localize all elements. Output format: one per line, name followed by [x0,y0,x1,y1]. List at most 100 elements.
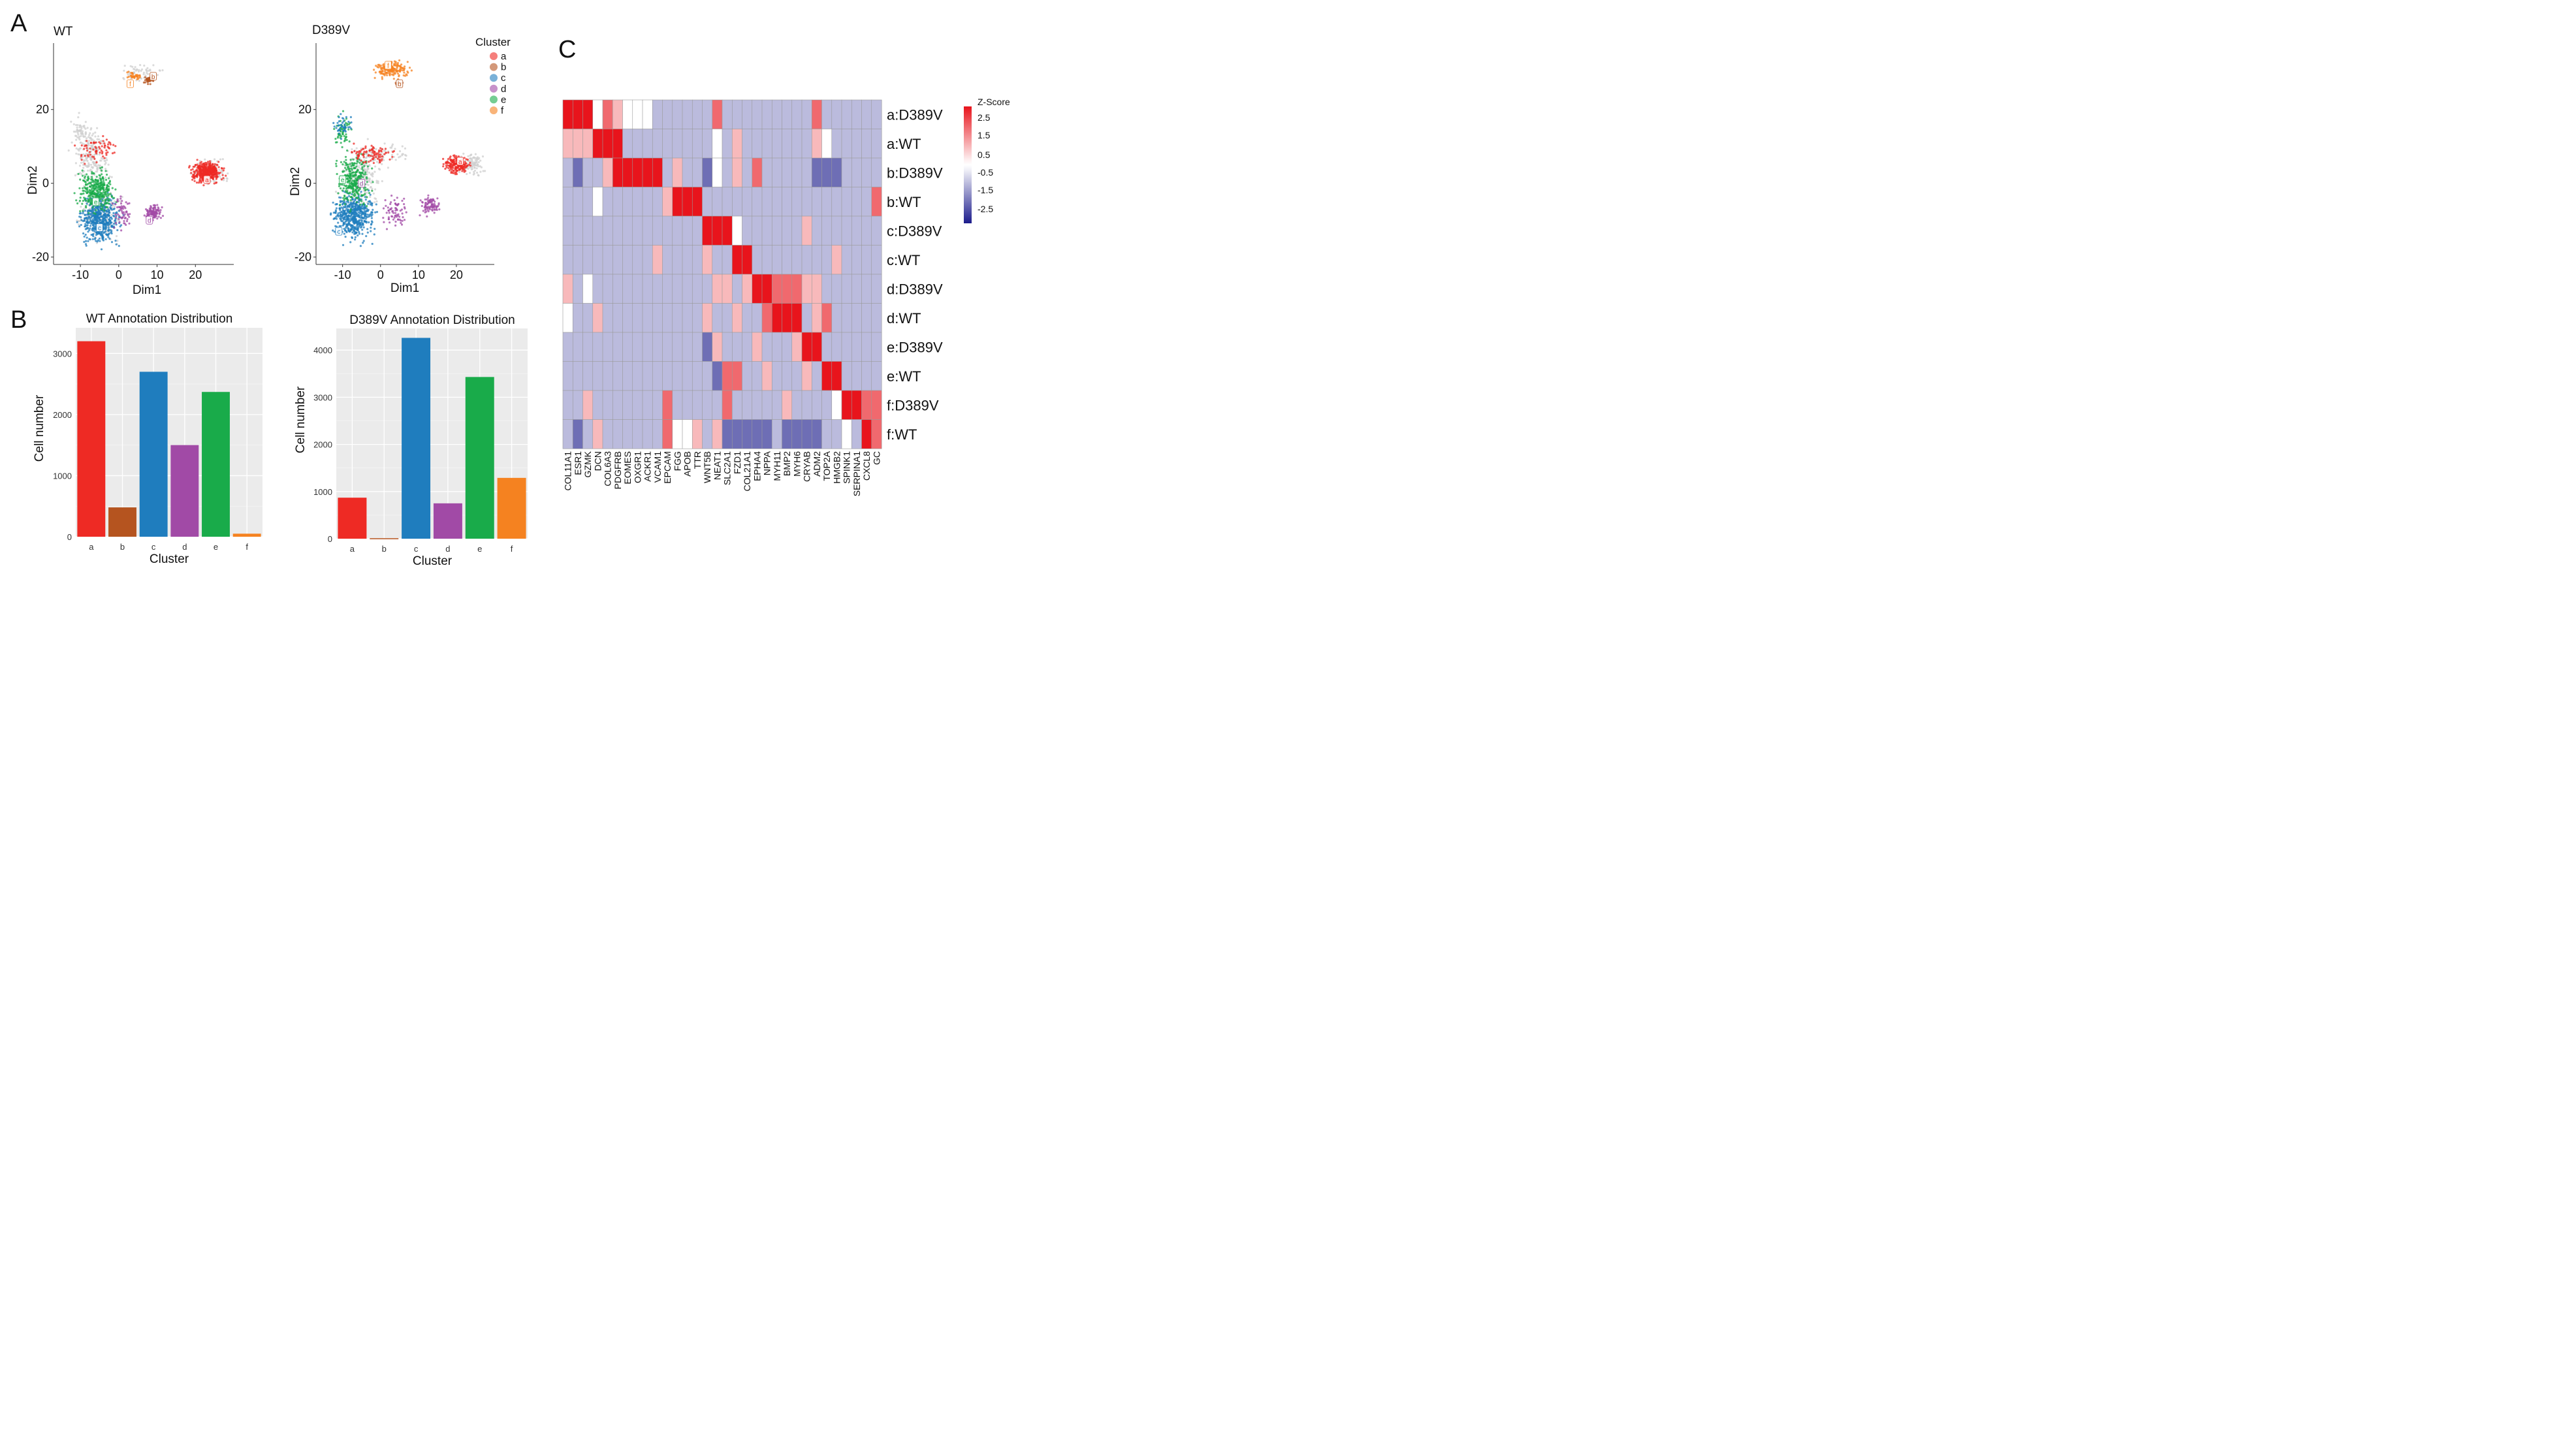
heatmap-cell [582,187,594,217]
scatter-point-c [355,209,358,212]
scatter-point-na [94,131,97,134]
scatter-point-na [138,69,140,71]
heatmap-cell [791,129,803,159]
heatmap-cell [562,129,573,159]
scatter-point-c [342,126,345,129]
scatter-point-e [354,167,357,169]
heatmap-cell [692,245,703,275]
scatter-point-c [101,237,104,240]
heatmap-cell [841,187,852,217]
heatmap-cell [602,419,613,449]
heatmap-cell [761,215,772,246]
cluster-label-a: a [205,177,209,184]
scatter-point-c [355,219,358,222]
scatter-point-a [376,157,379,160]
legend-swatch-f [490,106,498,114]
scatter-point-d [123,222,125,225]
scatter-point-c [346,225,349,228]
heatmap-cell [811,303,822,333]
scatter-point-c [104,225,107,227]
heatmap-cell [692,419,703,449]
scatter-point-a [92,148,95,151]
scatter-point-na [214,158,216,161]
scatter-point-e [100,208,103,210]
scatter-point-d [424,208,426,211]
scatter-point-a [105,153,108,156]
heatmap-cell [682,303,693,333]
y-tick-label: 0 [67,532,72,542]
heatmap-cell [791,99,803,130]
scatter-point-na [84,159,86,162]
bar-d389v-xlabel: Cluster [413,554,453,568]
scatter-point-a [375,155,377,159]
scatter-point-f [392,69,394,72]
heatmap-cell [622,215,633,246]
bar-wt-ylabel: Cell number [33,394,46,462]
scatter-point-a [204,172,206,174]
scatter-point-na [104,176,107,179]
scatter-point-c [89,219,92,221]
heatmap-cell [871,129,882,159]
scatter-point-d [119,202,123,205]
heatmap-cell [771,390,782,421]
scatter-point-c [83,219,86,221]
scatter-point-na [77,133,80,136]
scatter-point-c [365,220,368,223]
scatter-point-c [91,208,94,210]
scatter-point-d [114,213,117,215]
scatter-point-c [83,235,86,238]
scatter-point-e [82,179,85,182]
scatter-point-f [403,71,405,74]
heatmap-cell [632,274,643,304]
scatter-point-e [358,172,361,174]
heatmap-cell [692,361,703,391]
scatter-point-a [215,172,217,174]
heatmap-col-label: COL11A1 [563,451,573,491]
scatter-point-c [345,223,347,225]
scatter-point-a [190,168,193,171]
scatter-point-e [89,203,92,206]
scatter-point-e [101,169,103,172]
scatter-point-na [77,116,80,119]
heatmap-cell [761,419,772,449]
heatmap-cell [841,361,852,391]
scatter-point-d [159,209,162,212]
heatmap-cell [682,245,693,275]
scatter-point-d [118,215,121,217]
scatter-point-e [91,171,93,174]
scatter-point-e [99,192,102,195]
scatter-point-c [91,234,94,236]
scatter-point-c [95,217,98,219]
heatmap-cell [801,157,812,188]
heatmap-cell [831,157,842,188]
y-tick-label: -20 [32,251,49,264]
heatmap-cell [612,157,623,188]
heatmap-cell [692,274,703,304]
heatmap-cell [722,274,733,304]
cluster-label-e: e [341,177,345,184]
heatmap-cell [572,419,583,449]
scatter-point-d [427,206,430,208]
scatter-point-d [111,202,114,205]
scatter-point-f [138,74,140,77]
heatmap-cell [562,361,573,391]
bar-d389v-title: D389V Annotation Distribution [349,313,515,327]
y-tick-label: 20 [298,103,311,116]
heatmap-cell [722,245,733,275]
scatter-point-na [99,159,102,162]
scatter-point-e [366,196,368,198]
scatter-point-a [200,182,202,184]
scatter-point-a [351,151,353,153]
heatmap-cell [582,129,594,159]
heatmap-cell [761,99,772,130]
scatter-d389v-xlabel: Dim1 [390,281,419,295]
scatter-point-c [369,193,372,196]
heatmap-row-label: c:WT [887,252,920,268]
scatter-point-d [387,206,389,209]
heatmap-cell [712,303,723,333]
scatter-point-c [362,213,365,215]
scatter-point-e [82,192,85,195]
scatter-point-a [454,173,457,176]
scatter-point-e [354,188,357,191]
